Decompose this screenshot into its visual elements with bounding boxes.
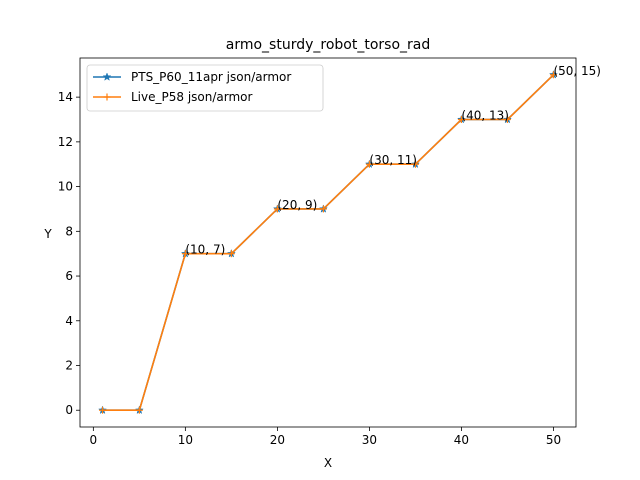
data-point (503, 116, 511, 123)
y-axis: 0 2 4 6 8 10 12 14 (58, 90, 80, 417)
data-point (135, 406, 143, 414)
data-point (99, 406, 107, 414)
legend-box (86, 64, 324, 112)
x-tick-label: 10 (178, 433, 193, 447)
legend: PTS_P60_11apr json/armor Live_P58 json/ar… (86, 64, 324, 112)
x-axis: 0 10 20 30 40 50 (90, 427, 561, 447)
legend-marker (103, 93, 111, 101)
legend-label: Live_P58 json/armor (131, 90, 253, 104)
data-point (273, 205, 281, 213)
data-point (549, 71, 557, 79)
series-2 (99, 71, 557, 414)
y-axis-label: Y (43, 227, 52, 241)
series-layer (98, 70, 558, 415)
x-tick-label: 40 (454, 433, 469, 447)
x-axis-label: X (324, 456, 332, 470)
axes-frame (79, 57, 577, 428)
y-tick-label: 2 (65, 359, 73, 373)
legend-label: PTS_P60_11apr json/armor (131, 70, 291, 84)
data-label: (20, 9) (277, 198, 317, 212)
x-tick-label: 20 (270, 433, 285, 447)
data-point (227, 250, 235, 258)
chart-title: armo_sturdy_robot_torso_rad (226, 37, 430, 53)
y-tick-label: 14 (58, 90, 73, 104)
data-label: (50, 15) (553, 64, 601, 78)
data-point (411, 160, 419, 168)
data-label: (40, 13) (461, 109, 509, 123)
y-tick-label: 10 (58, 180, 73, 194)
annotations: (10, 7) (20, 9) (30, 11) (40, 13) (50, 15) (185, 64, 601, 257)
y-tick-label: 12 (58, 135, 73, 149)
data-label: (10, 7) (185, 243, 225, 257)
data-point (319, 205, 327, 213)
y-tick-label: 6 (65, 269, 73, 283)
data-point (181, 250, 189, 258)
data-point (457, 116, 465, 123)
x-tick-label: 0 (90, 433, 98, 447)
y-tick-label: 0 (65, 403, 73, 417)
y-tick-label: 4 (65, 314, 73, 328)
x-tick-label: 50 (546, 433, 561, 447)
data-point (365, 160, 373, 168)
y-tick-label: 8 (65, 224, 73, 238)
data-label: (30, 11) (369, 153, 417, 167)
legend-marker (102, 72, 112, 81)
x-tick-label: 30 (362, 433, 377, 447)
